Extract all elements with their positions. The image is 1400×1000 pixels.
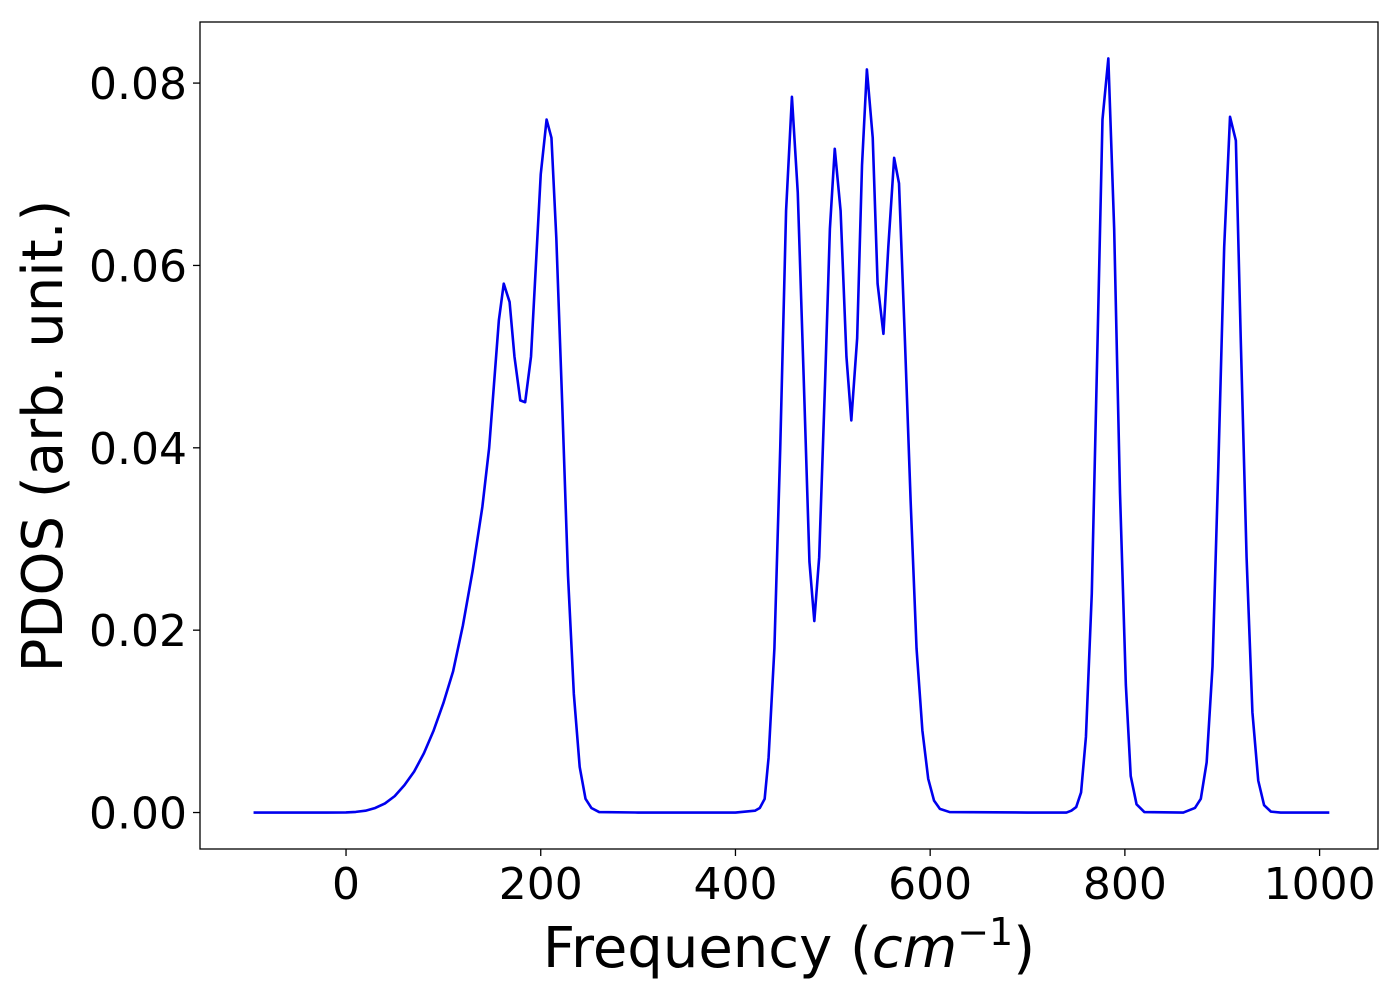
plot-frame (199, 21, 1379, 850)
y-axis: 0.00 0.02 0.04 0.06 0.08 (89, 59, 200, 840)
x-axis: 0 200 400 600 800 1000 (332, 849, 1376, 910)
x-axis-label: Frequency (cm−1) (543, 910, 1035, 981)
x-tick-label: 600 (888, 859, 972, 910)
x-tick-label: 1000 (1264, 859, 1376, 910)
y-axis-label: PDOS (arb. unit.) (11, 200, 76, 673)
x-tick-label: 200 (499, 859, 583, 910)
y-tick-label: 0.02 (89, 606, 187, 657)
y-tick-label: 0.08 (89, 59, 187, 110)
x-tick-label: 400 (693, 859, 777, 910)
y-tick-label: 0.06 (89, 241, 187, 292)
pdos-series-line (253, 57, 1330, 814)
plot-area (253, 57, 1330, 814)
x-tick-label: 0 (332, 859, 360, 910)
y-tick-label: 0.00 (89, 789, 187, 840)
x-tick-label: 800 (1083, 859, 1167, 910)
y-tick-label: 0.04 (89, 424, 187, 475)
